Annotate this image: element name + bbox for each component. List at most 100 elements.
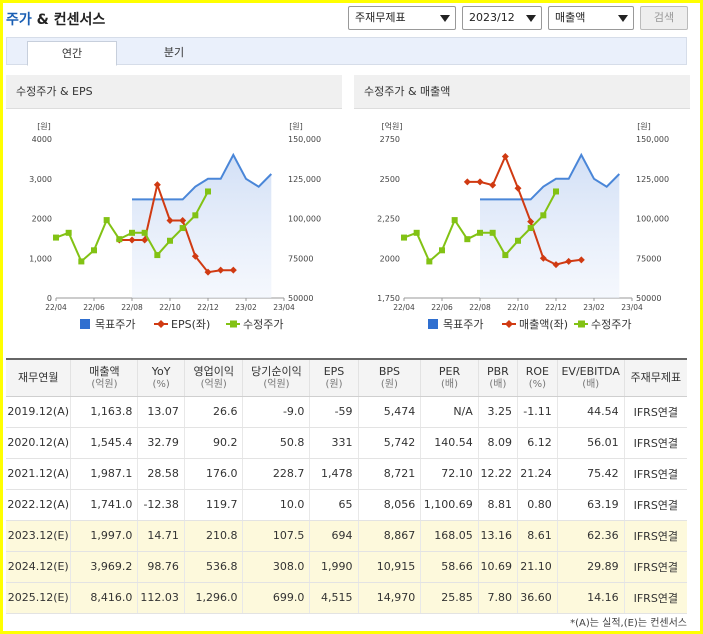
column-header-unit: (배) <box>582 378 600 390</box>
column-header: PBR (배) <box>478 358 519 397</box>
column-header: 영업이익 (억원) <box>184 358 244 397</box>
legend-label: 매출액(좌) <box>519 318 568 331</box>
data-point-square <box>540 212 547 219</box>
column-header: PER (배) <box>420 358 479 397</box>
column-header-label: PBR <box>486 364 509 378</box>
column-header: EV/EBITDA (배) <box>557 358 625 397</box>
table-cell: 210.8 <box>184 520 244 552</box>
table-cell: 32.79 <box>137 427 185 459</box>
table-cell: IFRS연결 <box>624 396 687 428</box>
data-point-diamond <box>501 152 509 160</box>
table-cell: 25.85 <box>420 582 479 614</box>
y-tick-label-right: 100,000 <box>288 215 321 224</box>
legend-swatch-square <box>428 319 438 329</box>
table-cell: 14.71 <box>137 520 185 552</box>
chart-panel-sales: 수정주가 & 매출액 [억원] [원] 1,750 50000 2000 75000 2,2… <box>354 75 690 341</box>
y-tick-label-right: 75000 <box>288 254 313 263</box>
y-tick-label-left: 2000 <box>32 215 52 224</box>
data-point-square <box>527 225 534 232</box>
chart-title: 수정주가 & 매출액 <box>354 75 690 109</box>
table-cell: 29.89 <box>557 551 625 583</box>
search-button[interactable]: 검색 <box>640 6 688 30</box>
table-cell: 63.19 <box>557 489 625 521</box>
metric-select[interactable]: 매출액 <box>548 6 634 30</box>
series-line <box>467 153 582 266</box>
table-cell: 4,515 <box>309 582 359 614</box>
data-point-diamond <box>463 178 471 186</box>
left-axis-unit: [억원] <box>382 121 403 131</box>
table-cell: 5,742 <box>358 427 422 459</box>
target-price-area <box>132 154 272 298</box>
table-cell: 8,056 <box>358 489 422 521</box>
data-point-square <box>65 229 72 236</box>
target-price-area <box>480 154 620 298</box>
table-row: 2022.12(A) 1,741.0 -12.38 119.7 10.0 65 8,056 1… <box>6 489 687 521</box>
data-point-square <box>154 252 161 259</box>
table-cell: 28.58 <box>137 458 185 490</box>
data-point-diamond <box>128 236 136 244</box>
y-tick-label-left: 2,250 <box>377 215 400 224</box>
table-row: 2024.12(E) 3,969.2 98.76 536.8 308.0 1,990 10,… <box>6 551 687 583</box>
legend-swatch-square <box>230 320 237 328</box>
table-cell: 694 <box>309 520 359 552</box>
table-cell: 1,163.8 <box>70 396 139 428</box>
column-header: BPS (원) <box>358 358 422 397</box>
y-tick-label-right: 75000 <box>636 254 661 263</box>
table-cell: 90.2 <box>184 427 244 459</box>
y-tick-label-right: 150,000 <box>288 135 321 144</box>
table-cell: 14.16 <box>557 582 625 614</box>
target-price-line <box>132 152 273 201</box>
y-tick-label-left: 2750 <box>380 135 400 144</box>
column-header-label: 매출액 <box>89 364 120 378</box>
table-cell: 2019.12(A) <box>6 396 72 428</box>
column-header-label: BPS <box>378 364 400 378</box>
data-point-diamond <box>577 256 585 264</box>
tab-quarterly[interactable]: 분기 <box>163 46 185 59</box>
table-cell: 2025.12(E) <box>6 582 72 614</box>
x-tick-label: 22/04 <box>45 303 67 312</box>
data-point-diamond <box>191 252 199 260</box>
x-tick-label: 22/06 <box>431 303 453 312</box>
table-cell: 14,970 <box>358 582 422 614</box>
y-tick-label-left: 3,000 <box>29 175 52 184</box>
legend-label: 목표주가 <box>95 318 135 331</box>
tab-annual[interactable]: 연간 <box>27 41 117 66</box>
table-cell: 65 <box>309 489 359 521</box>
period-select[interactable]: 2023/12 <box>462 6 542 30</box>
statement-type-select[interactable]: 주재무제표 <box>348 6 456 30</box>
legend-label: 수정주가 <box>243 318 283 331</box>
y-tick-label-left: 0 <box>47 294 52 303</box>
table-cell: 2021.12(A) <box>6 458 72 490</box>
table-cell: 58.66 <box>420 551 479 583</box>
table-cell: 10,915 <box>358 551 422 583</box>
column-header-unit: (억원) <box>200 378 227 390</box>
chart-title: 수정주가 & EPS <box>6 75 342 109</box>
chevron-down-icon <box>440 15 450 22</box>
table-row: 2023.12(E) 1,997.0 14.71 210.8 107.5 694 8,867… <box>6 520 687 552</box>
price-sales-chart: [억원] [원] 1,750 50000 2000 75000 2,250 100,000 25… <box>377 121 669 331</box>
table-cell: 112.03 <box>137 582 185 614</box>
data-point-square <box>515 237 521 244</box>
column-header: YoY (%) <box>137 358 185 397</box>
y-tick-label-right: 50000 <box>288 294 313 303</box>
legend-label: EPS(좌) <box>171 318 210 331</box>
table-cell: 8,416.0 <box>70 582 139 614</box>
column-header: 당기순이익 (억원) <box>242 358 311 397</box>
table-cell: 228.7 <box>242 458 311 490</box>
data-point-diamond <box>552 261 560 269</box>
data-point-square <box>464 236 471 243</box>
table-cell: 3.25 <box>478 396 519 428</box>
legend-swatch-square <box>80 319 90 329</box>
column-header-unit: (원) <box>325 378 343 390</box>
legend-label: 목표주가 <box>443 318 483 331</box>
table-cell: 140.54 <box>420 427 479 459</box>
table-cell: 1,100.69 <box>420 489 479 521</box>
table-cell: 44.54 <box>557 396 625 428</box>
table-cell: 2024.12(E) <box>6 551 72 583</box>
x-tick-label: 22/12 <box>545 303 567 312</box>
table-cell: 1,990 <box>309 551 359 583</box>
data-point-square <box>502 252 509 259</box>
target-price-line <box>480 152 621 201</box>
column-header-label: 당기순이익 <box>251 364 302 378</box>
